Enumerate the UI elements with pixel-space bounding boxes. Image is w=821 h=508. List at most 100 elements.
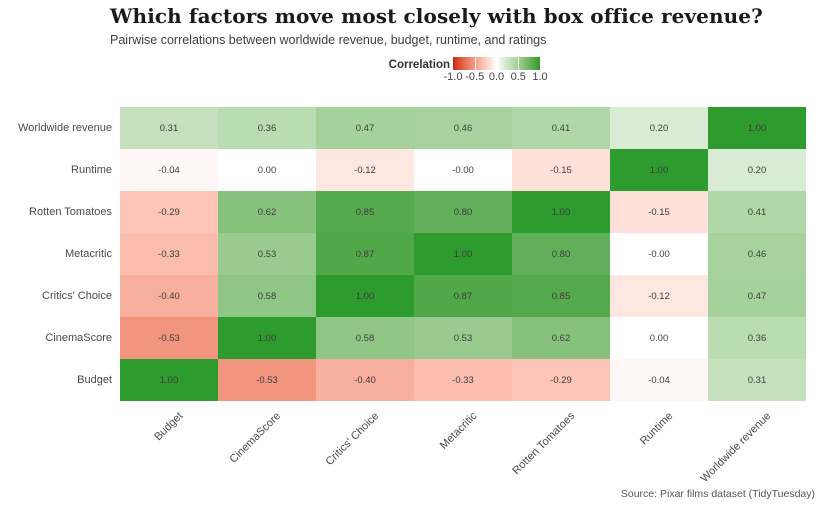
heatmap-cell: 0.87 <box>414 275 512 317</box>
cell-value: 0.46 <box>747 248 767 260</box>
heatmap-cell: 0.20 <box>708 149 806 191</box>
legend-tick-mark <box>518 57 520 70</box>
legend-title: Correlation <box>388 59 450 71</box>
legend-tick-mark <box>474 57 476 70</box>
heatmap-cell: 0.46 <box>414 107 512 149</box>
heatmap-cell: -0.53 <box>218 359 316 401</box>
y-axis-label: Runtime <box>71 164 112 176</box>
cell-value: 0.80 <box>551 248 571 260</box>
cell-value: -0.15 <box>648 206 670 218</box>
heatmap-cell: 0.53 <box>414 317 512 359</box>
source-caption: Source: Pixar films dataset (TidyTuesday… <box>620 488 815 500</box>
cell-value: 0.58 <box>257 290 277 302</box>
x-axis-label: Budget <box>152 410 186 444</box>
heatmap-cell: 1.00 <box>512 191 610 233</box>
cell-value: -0.15 <box>550 164 572 176</box>
heatmap-cell: 1.00 <box>316 275 414 317</box>
heatmap-cell: 1.00 <box>610 149 708 191</box>
cell-value: -0.33 <box>158 248 180 260</box>
heatmap-cell: 0.85 <box>512 275 610 317</box>
cell-value: 1.00 <box>649 164 669 176</box>
cell-value: 0.53 <box>453 332 473 344</box>
x-axis-label: Metacritic <box>437 410 480 452</box>
heatmap-cell: 0.80 <box>512 233 610 275</box>
x-axis-label: Rotten Tomatoes <box>510 410 578 478</box>
legend-tick-label: 1.0 <box>532 71 548 83</box>
cell-value: 0.53 <box>257 248 277 260</box>
heatmap-cell: -0.29 <box>512 359 610 401</box>
legend-gradient-bar <box>453 57 540 70</box>
legend-tick-label: -1.0 <box>443 71 463 83</box>
heatmap-cell: 0.00 <box>218 149 316 191</box>
heatmap-cell: 0.36 <box>708 317 806 359</box>
heatmap-cell: 0.62 <box>218 191 316 233</box>
y-axis-label: CinemaScore <box>45 332 112 344</box>
heatmap-cell: -0.00 <box>414 149 512 191</box>
heatmap-cell: 0.47 <box>708 275 806 317</box>
legend-tick-label: -0.5 <box>465 71 485 83</box>
heatmap-cell: 0.00 <box>610 317 708 359</box>
cell-value: 0.00 <box>257 164 277 176</box>
y-axis-label: Worldwide revenue <box>18 122 112 134</box>
cell-value: 1.00 <box>747 122 767 134</box>
cell-value: 0.87 <box>355 248 375 260</box>
heatmap-cell: 0.87 <box>316 233 414 275</box>
heatmap-cell: 1.00 <box>414 233 512 275</box>
heatmap-cell: -0.33 <box>414 359 512 401</box>
cell-value: 0.20 <box>649 122 669 134</box>
cell-value: 0.87 <box>453 290 473 302</box>
cell-value: 0.47 <box>747 290 767 302</box>
heatmap-cell: -0.40 <box>316 359 414 401</box>
heatmap-cell: 0.85 <box>316 191 414 233</box>
heatmap-grid: 0.31 0.36 0.47 0.46 0.41 0.20 1.00 -0.04 0.00 -0.… <box>120 107 806 401</box>
cell-value: 0.31 <box>747 374 767 386</box>
cell-value: 0.62 <box>551 332 571 344</box>
heatmap-cell: -0.33 <box>120 233 218 275</box>
heatmap-cell: 0.31 <box>708 359 806 401</box>
cell-value: 0.36 <box>257 122 277 134</box>
cell-value: 0.00 <box>649 332 669 344</box>
y-axis-label: Metacritic <box>64 248 112 260</box>
cell-value: 0.47 <box>355 122 375 134</box>
cell-value: -0.53 <box>256 374 278 386</box>
heatmap-cell: 0.53 <box>218 233 316 275</box>
cell-value: 0.20 <box>747 164 767 176</box>
heatmap-cell: 0.20 <box>610 107 708 149</box>
cell-value: 1.00 <box>355 290 375 302</box>
cell-value: -0.12 <box>648 290 670 302</box>
cell-value: -0.40 <box>354 374 376 386</box>
cell-value: -0.33 <box>452 374 474 386</box>
heatmap-cell: -0.12 <box>316 149 414 191</box>
heatmap-cell: 0.36 <box>218 107 316 149</box>
x-axis-label: Worldwide revenue <box>698 410 774 485</box>
heatmap-cell: 0.62 <box>512 317 610 359</box>
cell-value: -0.00 <box>452 164 474 176</box>
heatmap-cell: 0.41 <box>512 107 610 149</box>
y-axis-label: Rotten Tomatoes <box>29 206 112 218</box>
heatmap-cell: -0.15 <box>512 149 610 191</box>
legend-tick-label: 0.0 <box>488 71 505 83</box>
x-axis-label: Runtime <box>638 410 676 448</box>
cell-value: 1.00 <box>257 332 277 344</box>
heatmap-cell: 0.41 <box>708 191 806 233</box>
cell-value: 0.80 <box>453 206 473 218</box>
cell-value: -0.12 <box>354 164 376 176</box>
heatmap-cell: 0.47 <box>316 107 414 149</box>
heatmap-cell: -0.15 <box>610 191 708 233</box>
heatmap-cell: -0.04 <box>120 149 218 191</box>
cell-value: 0.41 <box>551 122 571 134</box>
cell-value: -0.04 <box>158 164 180 176</box>
heatmap-cell: -0.00 <box>610 233 708 275</box>
cell-value: -0.53 <box>158 332 180 344</box>
legend-tick-mark <box>496 57 498 70</box>
cell-value: 0.41 <box>747 206 767 218</box>
y-axis-label: Critics' Choice <box>42 290 112 302</box>
chart-subtitle: Pairwise correlations between worldwide … <box>110 33 547 47</box>
heatmap-cell: -0.40 <box>120 275 218 317</box>
heatmap-cell: -0.12 <box>610 275 708 317</box>
heatmap-cell: 0.80 <box>414 191 512 233</box>
cell-value: 0.85 <box>355 206 375 218</box>
x-axis-label: Critics' Choice <box>323 410 382 468</box>
heatmap-cell: 0.58 <box>218 275 316 317</box>
